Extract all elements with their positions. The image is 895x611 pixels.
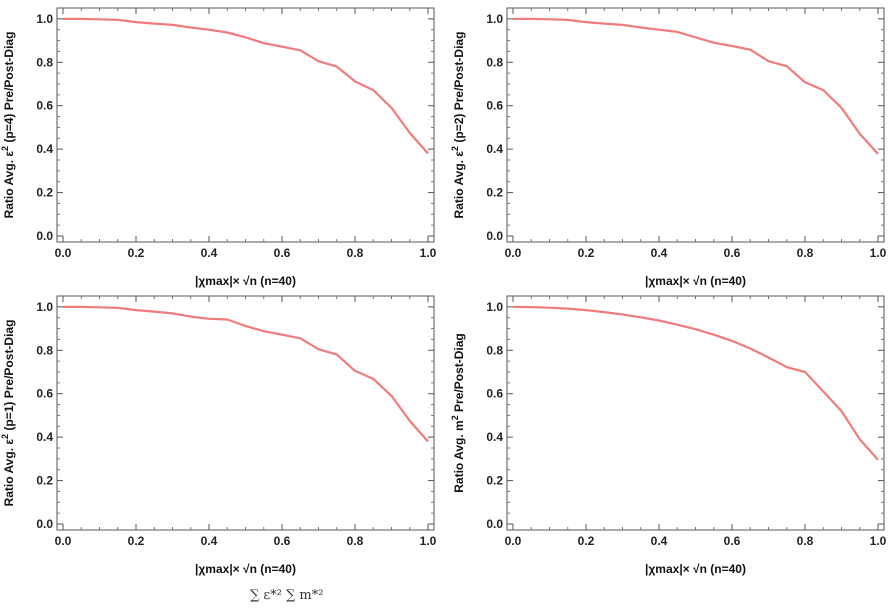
chart-panel-3: 0.0 0.2 0.4 0.6 0.8 1.0 0.0 0.2 0.4 0.6 0.8 1.0 |χma… — [0, 295, 437, 576]
y-axis-label: Ratio Avg. m2 Pre/Post-Diag — [450, 333, 466, 493]
y-tick-label: 1.0 — [36, 12, 53, 26]
series-line — [512, 305, 879, 461]
y-tick-label: 0.6 — [486, 99, 503, 113]
y-tick-label: 0.2 — [36, 474, 53, 488]
y-axis-label: Ratio Avg. ε2 (p=1) Pre/Post-Diag — [0, 320, 16, 507]
y-tick-label: 1.0 — [486, 300, 503, 314]
y-tick-label: 0.0 — [36, 517, 53, 531]
chart-panel-2: 0.0 0.2 0.4 0.6 0.8 1.0 0.0 0.2 0.4 0.6 0.8 1.0 |χma… — [450, 7, 887, 288]
chart-panel-1: 0.0 0.2 0.4 0.6 0.8 1.0 0.0 0.2 0.4 0.6 0.8 1.0 |χma… — [0, 7, 437, 288]
x-tick-label: 0.8 — [797, 534, 814, 548]
y-tick-label: 0.2 — [36, 186, 53, 200]
x-tick-label: 0.8 — [347, 246, 364, 260]
y-tick-label: 0.0 — [36, 229, 53, 243]
y-tick-label: 1.0 — [36, 300, 53, 314]
x-tick-label: 1.0 — [870, 534, 887, 548]
x-axis-label: |χmax|× √n (n=40) — [195, 562, 296, 576]
y-tick-label: 0.6 — [486, 387, 503, 401]
x-tick-label: 0.4 — [201, 534, 218, 548]
x-tick-label: 0.0 — [55, 534, 72, 548]
x-tick-label: 0.4 — [651, 534, 668, 548]
x-tick-label: 1.0 — [420, 534, 437, 548]
y-axis-label: Ratio Avg. ε2 (p=4) Pre/Post-Diag — [0, 32, 16, 219]
x-tick-label: 0.8 — [797, 246, 814, 260]
y-tick-label: 0.4 — [486, 142, 503, 156]
caption-formula: ∑ ε*² ∑ m*² — [250, 588, 324, 603]
y-tick-label: 0.6 — [36, 99, 53, 113]
plot-frame — [56, 7, 435, 243]
x-tick-label: 0.2 — [578, 246, 595, 260]
series-line — [63, 17, 429, 155]
plot-frame — [56, 295, 435, 531]
y-tick-label: 0.2 — [486, 474, 503, 488]
x-tick-label: 0.6 — [724, 246, 741, 260]
x-tick-label: 0.6 — [274, 246, 291, 260]
y-tick-label: 0.8 — [36, 343, 53, 357]
plot-frame — [506, 7, 885, 243]
y-tick-label: 0.4 — [36, 142, 53, 156]
x-tick-label: 1.0 — [420, 246, 437, 260]
x-tick-label: 0.2 — [128, 534, 145, 548]
y-tick-label: 0.0 — [486, 229, 503, 243]
x-axis-label: |χmax|× √n (n=40) — [195, 274, 296, 288]
figure-canvas: 0.0 0.2 0.4 0.6 0.8 1.0 0.0 0.2 0.4 0.6 0.8 1.0 |χma… — [0, 7, 887, 576]
x-axis-label: |χmax|× √n (n=40) — [645, 562, 746, 576]
y-tick-label: 0.8 — [486, 55, 503, 69]
x-tick-label: 0.0 — [505, 534, 522, 548]
y-axis-label: Ratio Avg. ε2 (p=2) Pre/Post-Diag — [450, 32, 466, 219]
y-tick-label: 0.8 — [486, 343, 503, 357]
y-tick-label: 0.4 — [36, 430, 53, 444]
y-tick-label: 0.8 — [36, 55, 53, 69]
x-tick-label: 1.0 — [870, 246, 887, 260]
x-tick-label: 0.0 — [505, 246, 522, 260]
y-tick-label: 0.2 — [486, 186, 503, 200]
x-tick-label: 0.6 — [724, 534, 741, 548]
plot-frame — [506, 295, 885, 531]
series-line — [513, 17, 879, 155]
x-tick-label: 0.8 — [347, 534, 364, 548]
x-tick-label: 0.6 — [274, 534, 291, 548]
y-tick-label: 0.4 — [486, 430, 503, 444]
x-tick-label: 0.4 — [651, 246, 668, 260]
x-axis-label: |χmax|× √n (n=40) — [645, 274, 746, 288]
x-tick-label: 0.0 — [55, 246, 72, 260]
y-tick-label: 0.0 — [486, 517, 503, 531]
x-tick-label: 0.4 — [201, 246, 218, 260]
x-tick-label: 0.2 — [128, 246, 145, 260]
y-tick-label: 0.6 — [36, 387, 53, 401]
y-tick-label: 1.0 — [486, 12, 503, 26]
x-tick-label: 0.2 — [578, 534, 595, 548]
series-line — [63, 305, 429, 443]
chart-panel-4: 0.0 0.2 0.4 0.6 0.8 1.0 0.0 0.2 0.4 0.6 0.8 1.0 |χma… — [450, 295, 887, 576]
